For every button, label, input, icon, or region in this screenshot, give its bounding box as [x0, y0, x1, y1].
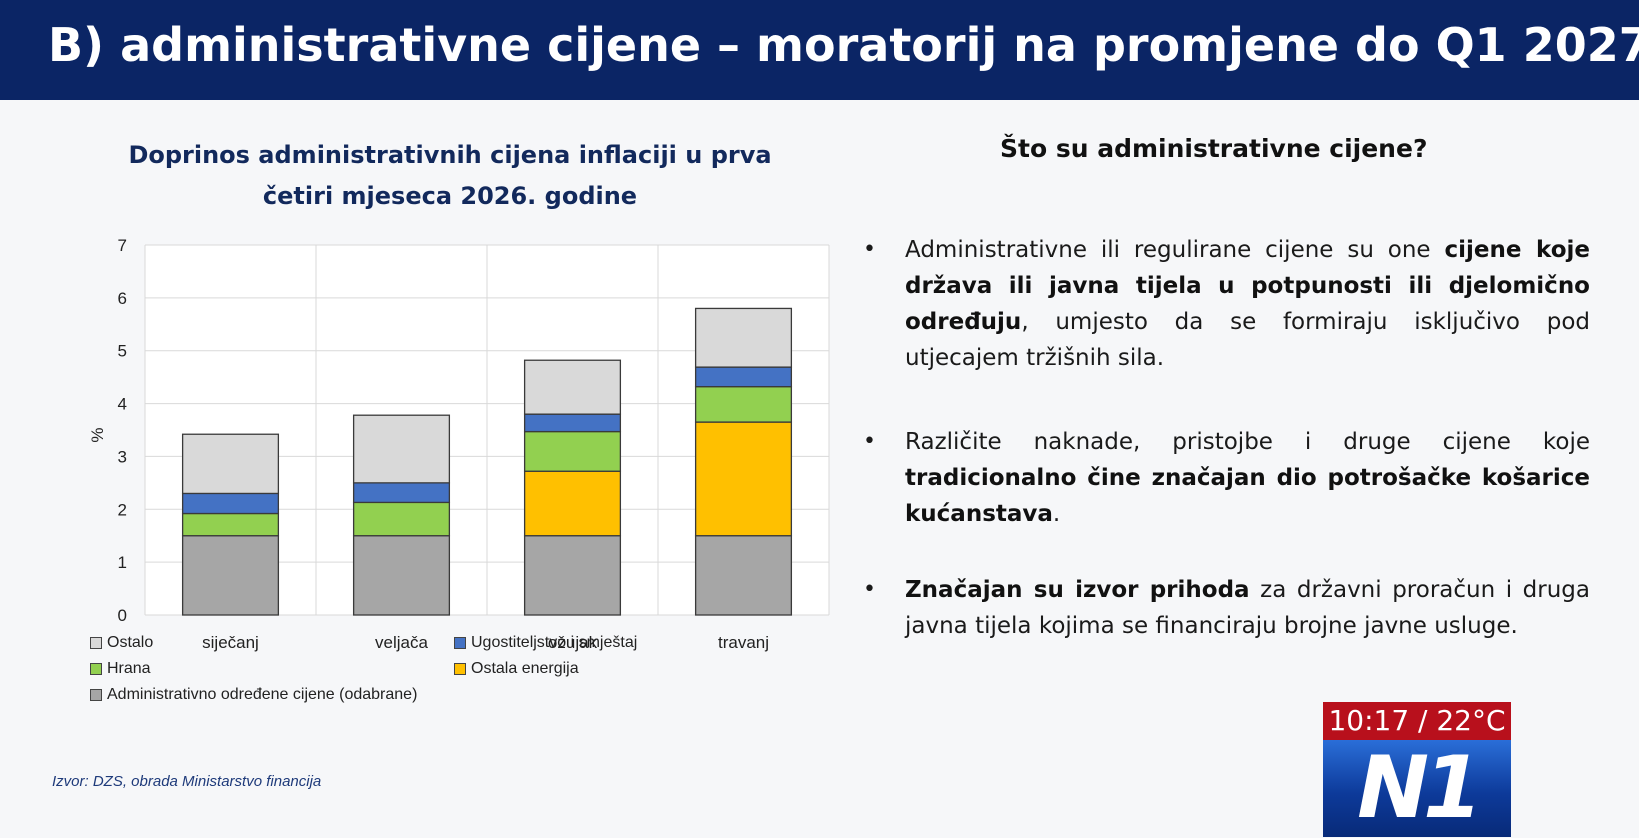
bar-segment	[694, 366, 793, 388]
bar-segment	[352, 414, 451, 484]
y-tick-label: 1	[118, 553, 127, 572]
legend-item: Ostalo	[90, 634, 153, 652]
bar-segment	[352, 482, 451, 504]
bullet-dot: •	[863, 237, 876, 262]
bar-segment	[181, 512, 280, 537]
legend-item: Hrana	[90, 660, 151, 678]
y-tick-label: 6	[118, 289, 127, 308]
legend-swatch	[90, 663, 102, 675]
legend-swatch	[454, 637, 466, 649]
bullet-dot: •	[863, 429, 876, 454]
page-title: B) administrativne cijene – moratorij na…	[48, 18, 1639, 72]
bar-segment	[181, 433, 280, 495]
x-tick-label: siječanj	[202, 633, 259, 652]
bar-segment	[694, 421, 793, 537]
x-tick-label: veljača	[375, 633, 428, 652]
legend-label: Ostalo	[107, 634, 154, 651]
legend-item: Administrativno određene cijene (odabran…	[90, 686, 417, 704]
bullet-text: Različite naknade, pristojbe i druge cij…	[905, 429, 1590, 455]
time-temperature-badge: 10:17 / 22°C	[1323, 702, 1511, 740]
bullet-dot: •	[863, 577, 876, 602]
chart-title: Doprinos administrativnih cijena inflaci…	[128, 141, 772, 210]
y-tick-label: 7	[118, 236, 127, 255]
bullet-bold-text: Značajan su izvor prihoda	[905, 577, 1250, 603]
bullet-item: • Administrativne ili regulirane cijene …	[863, 232, 1590, 376]
legend-swatch	[454, 663, 466, 675]
bar-segment	[523, 470, 622, 537]
y-tick-label: 2	[118, 500, 127, 519]
y-tick-label: 4	[118, 395, 127, 414]
legend-label: Hrana	[107, 660, 151, 677]
x-tick-label: travanj	[718, 633, 769, 652]
y-axis-label: %	[88, 427, 107, 442]
bar-segment	[181, 492, 280, 515]
legend-swatch	[90, 637, 102, 649]
legend-label: Ostala energija	[471, 660, 579, 677]
bullet-bold-text: tradicionalno čine značajan dio potrošač…	[905, 465, 1590, 527]
legend-item: Ostala energija	[454, 660, 579, 678]
n1-logo-text: N1	[1357, 738, 1483, 838]
bar-segment	[523, 535, 622, 616]
legend-item: Ugostiteljstvo i smještaj	[454, 634, 637, 652]
bullet-item: • Različite naknade, pristojbe i druge c…	[863, 424, 1590, 532]
legend-label: Administrativno određene cijene (odabran…	[107, 686, 418, 703]
n1-logo: N1	[1323, 740, 1511, 837]
y-tick-label: 0	[118, 606, 127, 625]
bar-segment	[352, 501, 451, 537]
legend-swatch	[90, 689, 102, 701]
section-title: Što su administrativne cijene?	[1000, 134, 1428, 163]
header-bar: B) administrativne cijene – moratorij na…	[0, 0, 1639, 100]
bar-segment	[523, 413, 622, 433]
bullet-text: .	[1052, 501, 1061, 527]
bullet-text: Administrativne ili regulirane cijene su…	[905, 237, 1445, 263]
bar-segment	[352, 535, 451, 616]
x-tick-label: ožujak	[548, 633, 598, 652]
legend-label: Ugostiteljstvo i smještaj	[471, 634, 638, 651]
bar-segment	[694, 386, 793, 423]
stacked-bar-chart: 0 1 2 3 4 5 6 7% siječanj veljača ožujak travanj	[88, 236, 830, 652]
y-tick-label: 3	[118, 447, 127, 466]
source-note: Izvor: DZS, obrada Ministarstvo financij…	[52, 773, 322, 790]
bullet-item: • Značajan su izvor prihoda za državni p…	[863, 572, 1590, 644]
bullet-text: , umjesto da se formiraju isključivo pod…	[905, 309, 1590, 371]
bar-segment	[523, 430, 622, 472]
bar-segment	[694, 535, 793, 616]
y-tick-label: 5	[118, 342, 127, 361]
bullet-text: za državni proračun i druga javna tijela…	[905, 577, 1590, 639]
bar-segment	[694, 307, 793, 368]
bar-segment	[523, 359, 622, 415]
bullet-bold-text: cijene koje država ili javna tijela u po…	[905, 237, 1590, 335]
bar-segment	[181, 535, 280, 616]
